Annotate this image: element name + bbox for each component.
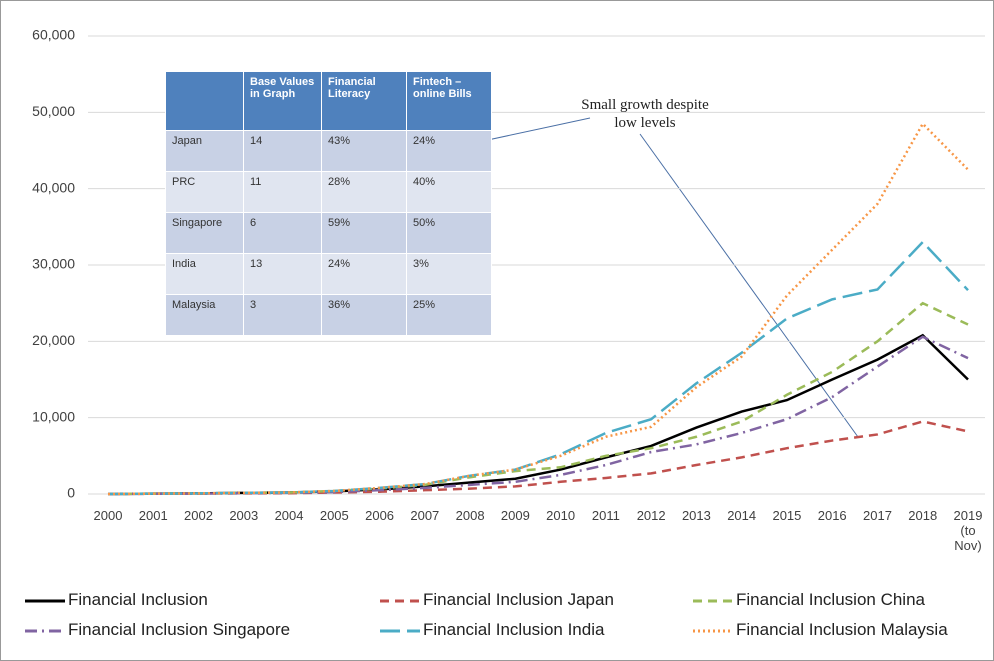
x-tick-label: 2007 (410, 508, 440, 523)
series-line (107, 240, 969, 496)
x-tick-label: 2014 (727, 508, 757, 523)
x-tick-label: 2012 (636, 508, 666, 523)
table-cell: 40% (406, 171, 492, 213)
x-tick-label: 2015 (772, 508, 802, 523)
y-tick-label: 40,000 (32, 179, 75, 195)
x-tick-label: 2008 (455, 508, 485, 523)
header-cell: Fintech – online Bills (406, 71, 492, 131)
x-tick-label: 2005 (319, 508, 349, 523)
legend-label: Financial Inclusion (68, 590, 208, 609)
series-line (107, 121, 969, 496)
x-tick-label: 2000 (93, 508, 123, 523)
series-line (107, 335, 969, 496)
table-header: Base Values in Graph Financial Literacy Fi… (165, 71, 492, 131)
annotation-arrow (639, 133, 859, 438)
x-tick-label: 2013 (681, 508, 711, 523)
y-tick-label: 0 (67, 485, 75, 501)
table-cell: 28% (321, 171, 407, 213)
table-row: Malaysia 3 36% 25% (165, 294, 492, 336)
legend-label: Financial Inclusion India (423, 620, 605, 639)
y-tick-label: 20,000 (32, 332, 75, 348)
y-tick-label: 50,000 (32, 103, 75, 119)
x-tick-label: 2011 (591, 508, 620, 523)
table-cell: Singapore (165, 212, 244, 254)
x-tick-label: 2004 (274, 508, 304, 523)
table-cell: 6 (243, 212, 322, 254)
x-tick-label: 2009 (500, 508, 530, 523)
table-cell: 50% (406, 212, 492, 254)
annotation: Small growth despite low levels (581, 97, 709, 131)
table-row: Japan 14 43% 24% (165, 130, 492, 172)
table-cell: 36% (321, 294, 407, 336)
header-cell: Base Values in Graph (243, 71, 322, 131)
x-tick-label: 2001 (138, 508, 168, 523)
table-cell: 43% (321, 130, 407, 172)
table-cell: 24% (406, 130, 492, 172)
legend-label: Financial Inclusion China (736, 590, 925, 609)
x-tick-label: 2016 (817, 508, 847, 523)
table-cell: Malaysia (165, 294, 244, 336)
table-cell: PRC (165, 171, 244, 213)
table-cell: 3 (243, 294, 322, 336)
table-cell: India (165, 253, 244, 295)
header-cell: Financial Literacy (321, 71, 407, 131)
y-tick-label: 10,000 (32, 408, 75, 424)
x-tick-label: 2017 (863, 508, 892, 523)
table-cell: Japan (165, 130, 244, 172)
info-table: Base Values in Graph Financial Literacy Fi… (165, 71, 492, 336)
table-cell: 25% (406, 294, 492, 336)
table-cell: 59% (321, 212, 407, 254)
series-line (107, 420, 969, 496)
legend-label: Financial Inclusion Singapore (68, 620, 291, 639)
x-tick-label: 2006 (365, 508, 395, 523)
table-row: PRC 11 28% 40% (165, 171, 492, 213)
legend-label: Financial Inclusion Malaysia (736, 620, 948, 639)
y-tick-label: 30,000 (32, 256, 75, 272)
series-line (107, 333, 969, 496)
x-tick-label: 2010 (546, 508, 576, 523)
table-cell: 24% (321, 253, 407, 295)
table-row: India 13 24% 3% (165, 253, 492, 295)
y-tick-label: 60,000 (32, 27, 75, 43)
x-tick-label: 2002 (184, 508, 213, 523)
x-tick-label: 2018 (908, 508, 938, 523)
x-tick-label: 2019 (to Nov) (953, 508, 983, 553)
table-cell: 3% (406, 253, 492, 295)
x-tick-label: 2003 (229, 508, 259, 523)
legend-label: Financial Inclusion Japan (423, 590, 614, 609)
table-cell: 14 (243, 130, 322, 172)
table-row: Singapore 6 59% 50% (165, 212, 492, 254)
table-cell: 11 (243, 171, 322, 213)
table-corner (165, 71, 244, 131)
table-cell: 13 (243, 253, 322, 295)
